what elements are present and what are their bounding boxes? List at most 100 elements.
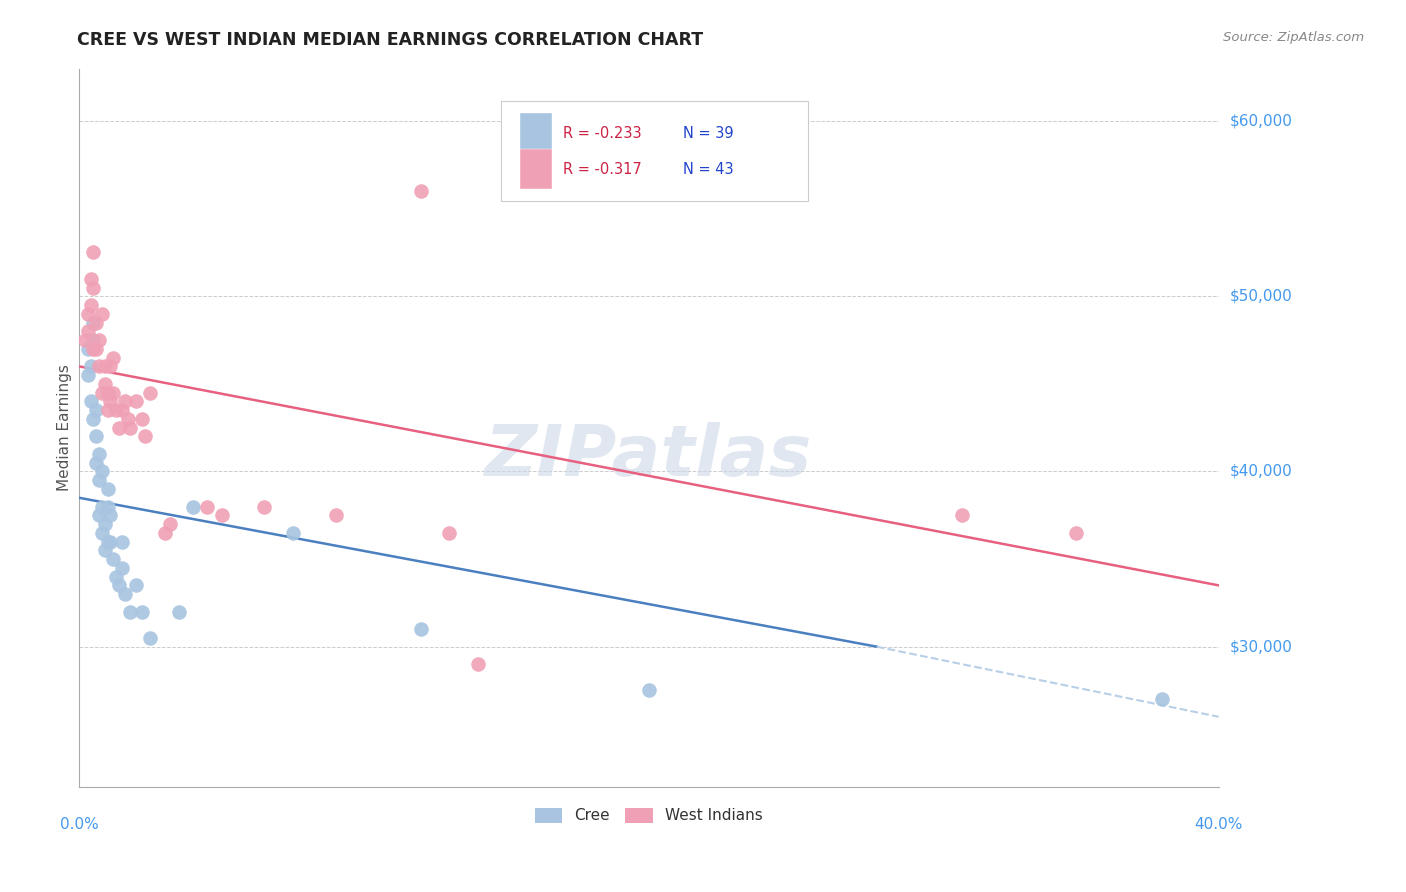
Point bbox=[120, 605, 142, 619]
Point bbox=[90, 385, 112, 400]
Point bbox=[82, 280, 104, 294]
Point bbox=[131, 605, 153, 619]
Point bbox=[211, 508, 233, 523]
Point bbox=[108, 420, 131, 434]
Text: $60,000: $60,000 bbox=[1230, 113, 1292, 128]
Point bbox=[79, 298, 101, 312]
Point bbox=[637, 683, 659, 698]
Point bbox=[94, 376, 117, 391]
Text: Source: ZipAtlas.com: Source: ZipAtlas.com bbox=[1223, 31, 1364, 45]
Point bbox=[195, 500, 218, 514]
Point bbox=[84, 342, 107, 356]
Point bbox=[105, 569, 128, 583]
Point bbox=[90, 307, 112, 321]
Point bbox=[97, 482, 120, 496]
Point bbox=[114, 587, 136, 601]
Text: 0.0%: 0.0% bbox=[59, 817, 98, 832]
Point bbox=[87, 508, 110, 523]
Point bbox=[103, 552, 125, 566]
Point bbox=[111, 561, 134, 575]
Point bbox=[181, 500, 204, 514]
Text: $30,000: $30,000 bbox=[1230, 640, 1292, 654]
Point bbox=[76, 324, 98, 338]
Point bbox=[76, 342, 98, 356]
Point bbox=[281, 525, 304, 540]
Point bbox=[76, 368, 98, 383]
Point bbox=[159, 516, 181, 531]
Point bbox=[82, 245, 104, 260]
Point bbox=[87, 473, 110, 487]
Point bbox=[253, 500, 276, 514]
Point bbox=[97, 403, 120, 417]
Point bbox=[114, 394, 136, 409]
Point bbox=[111, 403, 134, 417]
Point bbox=[111, 534, 134, 549]
Point bbox=[82, 342, 104, 356]
Point bbox=[108, 578, 131, 592]
Point bbox=[439, 525, 461, 540]
Point bbox=[82, 316, 104, 330]
Point bbox=[1064, 525, 1087, 540]
Point bbox=[409, 184, 432, 198]
Point bbox=[1150, 692, 1173, 706]
Text: ZIPatlas: ZIPatlas bbox=[485, 422, 813, 491]
Point bbox=[79, 272, 101, 286]
Point bbox=[90, 465, 112, 479]
Point bbox=[97, 500, 120, 514]
Point bbox=[82, 412, 104, 426]
Point bbox=[84, 456, 107, 470]
Point bbox=[87, 333, 110, 347]
Point bbox=[94, 516, 117, 531]
Point bbox=[97, 534, 120, 549]
Point bbox=[90, 525, 112, 540]
Text: $50,000: $50,000 bbox=[1230, 289, 1292, 304]
Text: N = 39: N = 39 bbox=[683, 126, 734, 141]
Text: N = 43: N = 43 bbox=[683, 161, 734, 177]
Point bbox=[84, 316, 107, 330]
Point bbox=[153, 525, 176, 540]
Point bbox=[100, 508, 122, 523]
Bar bbox=[520, 149, 553, 189]
Text: R = -0.233: R = -0.233 bbox=[564, 126, 643, 141]
Point bbox=[100, 394, 122, 409]
Point bbox=[97, 385, 120, 400]
Point bbox=[131, 412, 153, 426]
FancyBboxPatch shape bbox=[501, 101, 808, 202]
Point bbox=[120, 420, 142, 434]
Point bbox=[84, 403, 107, 417]
Point bbox=[950, 508, 973, 523]
Point bbox=[79, 359, 101, 374]
Point bbox=[117, 412, 139, 426]
Text: $40,000: $40,000 bbox=[1230, 464, 1292, 479]
Point bbox=[139, 631, 162, 645]
Point bbox=[103, 351, 125, 365]
Point bbox=[73, 333, 96, 347]
Point bbox=[409, 622, 432, 636]
Point bbox=[87, 359, 110, 374]
Point bbox=[467, 657, 489, 672]
Point bbox=[100, 534, 122, 549]
Point bbox=[139, 385, 162, 400]
Y-axis label: Median Earnings: Median Earnings bbox=[58, 364, 72, 491]
Point bbox=[90, 500, 112, 514]
Point bbox=[105, 403, 128, 417]
Point bbox=[134, 429, 156, 443]
Point bbox=[94, 543, 117, 558]
Legend: Cree, West Indians: Cree, West Indians bbox=[529, 802, 769, 830]
Point bbox=[76, 307, 98, 321]
Point bbox=[87, 447, 110, 461]
Bar bbox=[520, 113, 553, 153]
Point bbox=[325, 508, 347, 523]
Point bbox=[125, 394, 148, 409]
Point bbox=[84, 429, 107, 443]
Text: R = -0.317: R = -0.317 bbox=[564, 161, 643, 177]
Text: 40.0%: 40.0% bbox=[1195, 817, 1243, 832]
Text: CREE VS WEST INDIAN MEDIAN EARNINGS CORRELATION CHART: CREE VS WEST INDIAN MEDIAN EARNINGS CORR… bbox=[77, 31, 703, 49]
Point bbox=[94, 359, 117, 374]
Point bbox=[100, 359, 122, 374]
Point bbox=[79, 394, 101, 409]
Point bbox=[103, 385, 125, 400]
Point bbox=[167, 605, 190, 619]
Point bbox=[82, 333, 104, 347]
Point bbox=[125, 578, 148, 592]
